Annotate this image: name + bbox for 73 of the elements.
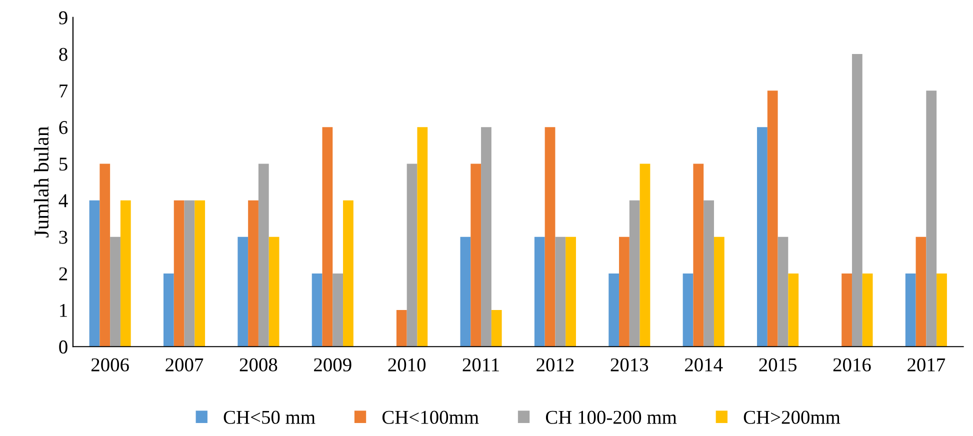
bar (343, 200, 354, 347)
bar (629, 200, 640, 347)
x-tick-label: 2008 (240, 358, 278, 372)
bar (640, 164, 650, 347)
bar (268, 236, 280, 347)
bar (322, 127, 333, 347)
bar (936, 273, 947, 347)
bar (481, 127, 492, 347)
y-tick-label: 2 (59, 267, 68, 280)
bar (120, 200, 131, 347)
legend-label: CH<50 mm (224, 410, 316, 424)
bar (470, 164, 482, 347)
bar (491, 310, 502, 347)
bar (174, 200, 184, 347)
bar (916, 236, 926, 347)
bar (693, 164, 704, 347)
bar (163, 273, 174, 347)
bar (312, 273, 322, 347)
bar (110, 236, 120, 347)
y-tick-label: 7 (60, 84, 68, 98)
x-tick-label: 2014 (685, 358, 723, 372)
legend-label: CH<100mm (382, 410, 479, 424)
bar (194, 200, 206, 347)
bar (714, 236, 724, 347)
bar (757, 127, 768, 347)
x-tick-label: 2010 (388, 358, 426, 372)
bar (332, 273, 344, 347)
bar (852, 54, 862, 347)
bar (619, 236, 630, 347)
bar (544, 127, 556, 347)
y-tick-label: 8 (59, 48, 68, 61)
y-tick-label: 6 (59, 121, 68, 134)
bar (778, 236, 788, 347)
y-tick-label: 9 (59, 11, 68, 24)
x-tick-label: 2009 (314, 358, 352, 372)
y-tick-label: 3 (59, 230, 68, 244)
x-tick-label: 2007 (166, 358, 204, 372)
bar (682, 273, 694, 347)
bar (704, 200, 714, 347)
y-tick-label: 5 (60, 158, 68, 171)
bar (608, 273, 620, 347)
bar (566, 236, 576, 347)
bar (460, 236, 471, 347)
bar (184, 200, 195, 347)
bar (788, 273, 799, 347)
bar (926, 90, 937, 347)
x-tick-label: 2013 (610, 358, 648, 372)
legend-label: CH 100-200 mm (546, 410, 677, 424)
bar (555, 236, 566, 347)
y-tick-label: 0 (59, 340, 68, 354)
legend-label: CH>200mm (744, 410, 840, 424)
bar (417, 127, 428, 347)
bar (862, 273, 873, 347)
bar (842, 273, 852, 347)
y-tick-label: 1 (60, 304, 67, 317)
bar (396, 310, 407, 347)
bar (905, 273, 916, 347)
bar (100, 164, 110, 347)
y-axis-title: Jumlah bulan (34, 126, 49, 238)
x-tick-label: 2011 (462, 358, 499, 372)
x-tick-label: 2015 (759, 358, 796, 372)
x-tick-label: 2017 (908, 358, 946, 372)
x-tick-label: 2016 (833, 358, 871, 372)
bar (534, 236, 545, 347)
bar (248, 200, 258, 347)
bar (89, 200, 100, 347)
bar (258, 164, 269, 347)
bar (238, 236, 248, 347)
bar (767, 90, 778, 347)
y-tick-label: 4 (58, 194, 68, 208)
bar (406, 164, 418, 347)
x-tick-label: 2012 (536, 358, 574, 372)
x-tick-label: 2006 (91, 358, 129, 372)
